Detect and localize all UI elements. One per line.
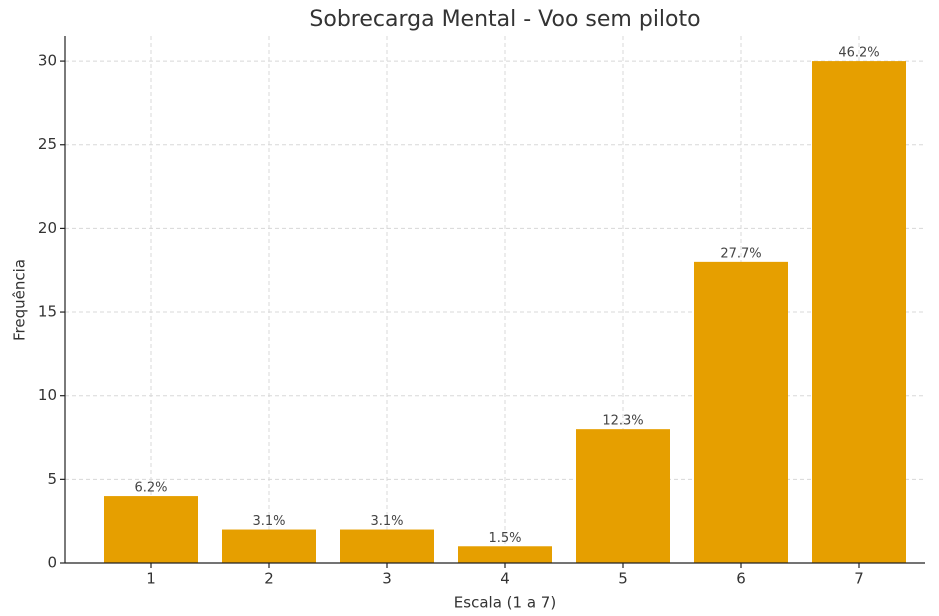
x-tick-label: 7 bbox=[854, 570, 864, 588]
x-tick-label: 6 bbox=[736, 570, 746, 588]
x-tick-label: 4 bbox=[500, 570, 510, 588]
bar bbox=[340, 529, 434, 563]
x-tick-label: 2 bbox=[264, 570, 274, 588]
y-tick-label: 5 bbox=[47, 470, 57, 488]
bar bbox=[222, 529, 316, 563]
value-label: 1.5% bbox=[488, 531, 521, 546]
bar bbox=[104, 496, 198, 563]
y-tick-label: 0 bbox=[47, 554, 57, 572]
y-tick-label: 30 bbox=[38, 52, 57, 70]
bar bbox=[812, 61, 906, 563]
bar bbox=[458, 546, 552, 563]
y-tick-label: 25 bbox=[38, 135, 57, 153]
value-label: 27.7% bbox=[720, 246, 761, 261]
chart-title: Sobrecarga Mental - Voo sem piloto bbox=[309, 7, 700, 32]
y-axis-label: Frequência bbox=[11, 259, 29, 341]
value-label: 46.2% bbox=[838, 46, 879, 61]
value-label: 12.3% bbox=[602, 414, 643, 429]
y-tick-label: 20 bbox=[38, 219, 57, 237]
value-label: 3.1% bbox=[252, 514, 285, 529]
y-tick-label: 10 bbox=[38, 386, 57, 404]
value-label: 6.2% bbox=[134, 481, 167, 496]
y-tick-label: 15 bbox=[38, 303, 57, 321]
x-tick-label: 3 bbox=[382, 570, 392, 588]
x-tick-label: 1 bbox=[146, 570, 156, 588]
x-tick-label: 5 bbox=[618, 570, 628, 588]
value-label: 3.1% bbox=[370, 514, 403, 529]
x-axis-label: Escala (1 a 7) bbox=[454, 594, 556, 612]
bar bbox=[694, 261, 788, 563]
bar bbox=[576, 429, 670, 563]
